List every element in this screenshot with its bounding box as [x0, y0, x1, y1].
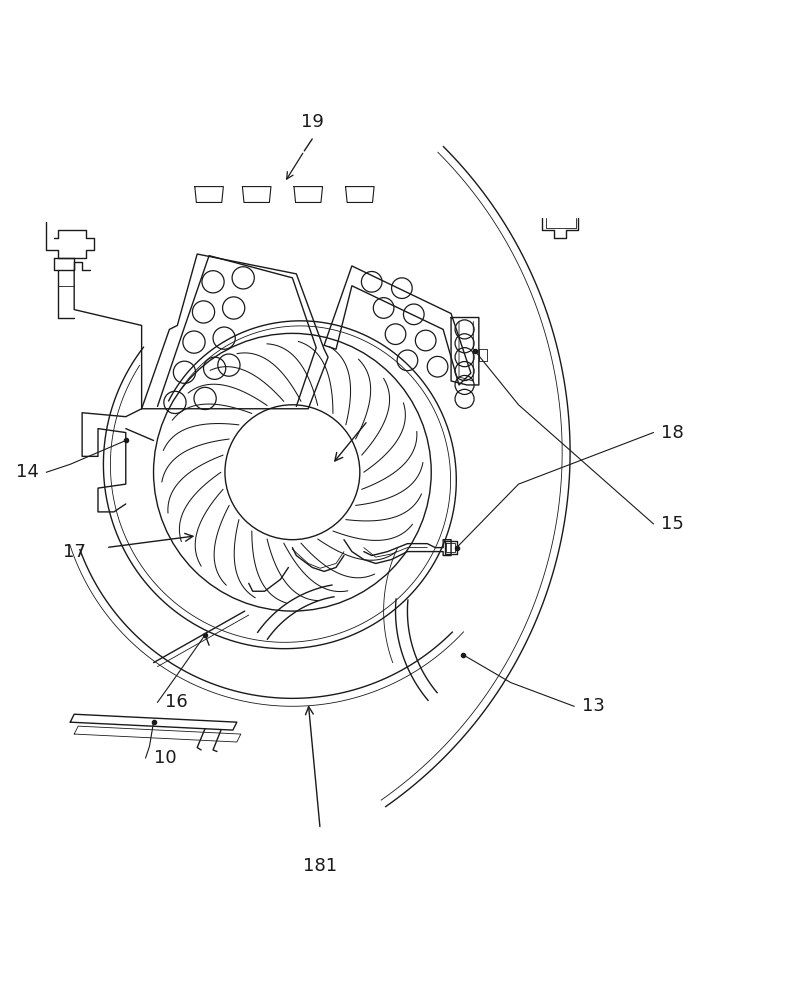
Text: 16: 16: [165, 693, 189, 711]
Text: 18: 18: [662, 424, 684, 442]
Text: 13: 13: [582, 697, 605, 715]
Text: 19: 19: [300, 113, 324, 131]
Text: 14: 14: [16, 463, 38, 481]
Text: 17: 17: [63, 543, 86, 561]
Text: 181: 181: [303, 857, 337, 875]
Text: 15: 15: [662, 515, 684, 533]
Text: 10: 10: [153, 749, 176, 767]
